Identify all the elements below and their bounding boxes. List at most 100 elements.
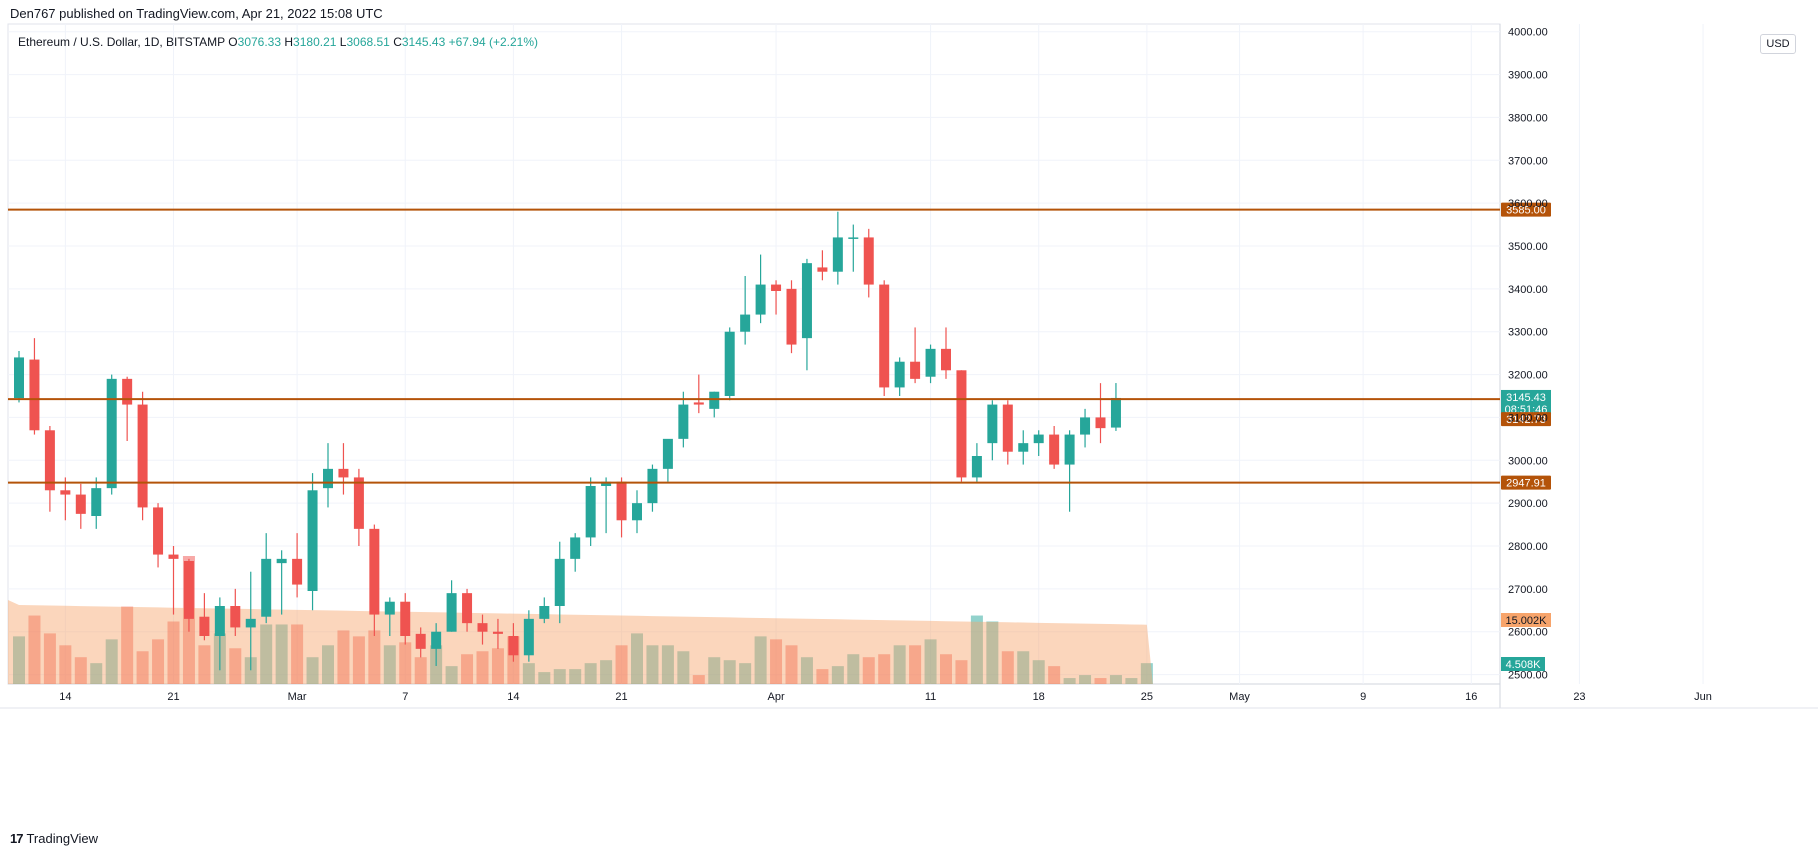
volume-bar [306, 657, 319, 684]
y-tick-label: 3800.00 [1508, 112, 1548, 124]
candle [601, 477, 612, 534]
candle-body [647, 468, 658, 504]
volume-bar [337, 630, 350, 684]
candle-body [894, 361, 905, 388]
candle-body [616, 481, 627, 521]
candle-body [431, 631, 442, 649]
volume-bar [831, 666, 844, 684]
candle-body [863, 237, 874, 285]
y-tick-label: 3900.00 [1508, 70, 1548, 82]
volume-bar [352, 636, 365, 684]
candle [662, 438, 673, 482]
volume-bar [600, 660, 613, 684]
candle-body [1049, 434, 1060, 465]
candle-body [261, 558, 272, 617]
currency-button[interactable]: USD [1760, 34, 1796, 54]
volume-bar [43, 633, 56, 684]
open-label: O [228, 35, 238, 49]
candle-body [508, 636, 519, 656]
volume-bar [924, 639, 937, 684]
y-tick-label: 3100.00 [1508, 412, 1548, 424]
candle [1033, 430, 1044, 456]
candle [446, 580, 457, 632]
volume-bar [121, 606, 134, 684]
candle [400, 593, 411, 645]
volume-ma-area [8, 600, 1153, 684]
candle-body [925, 348, 936, 377]
last-price-badge-bg [1501, 389, 1551, 416]
volume-bar [909, 645, 922, 684]
candle-body [1064, 434, 1075, 465]
candle-body [724, 331, 735, 396]
y-tick-label: 2600.00 [1508, 627, 1548, 639]
volume-bar [198, 645, 211, 684]
volume-bar [167, 621, 180, 684]
volume-bar [229, 648, 242, 684]
x-tick-label: 21 [615, 691, 627, 703]
candle-body [755, 284, 766, 315]
candle [740, 276, 751, 345]
candle-body [353, 477, 364, 529]
x-tick-label: Jun [1694, 691, 1712, 703]
candle [755, 254, 766, 324]
candle-body [276, 558, 287, 564]
volume-bar [461, 654, 474, 684]
candle-body [740, 314, 751, 332]
candle [1002, 400, 1013, 465]
x-tick-label: 14 [59, 691, 71, 703]
candle [879, 280, 890, 396]
volume-bar [152, 639, 165, 684]
level-badge-mid: 3142.73 [1506, 414, 1546, 426]
volume-bar [631, 633, 643, 684]
candle-body [1033, 434, 1044, 444]
low-value: 3068.51 [346, 35, 390, 49]
candle [570, 533, 581, 572]
open-value: 3076.33 [237, 35, 282, 49]
candle-body [75, 494, 86, 514]
candle [971, 443, 982, 482]
volume-bar [584, 663, 597, 684]
volume-bar [770, 639, 783, 684]
candle-body [1002, 404, 1013, 452]
close-label: C [393, 35, 402, 49]
volume-bar [1017, 651, 1030, 684]
volume-bar [74, 657, 87, 684]
candle-body [106, 378, 117, 489]
x-tick-label: May [1229, 691, 1250, 703]
volume-bar [275, 624, 288, 684]
volume-bar [862, 657, 875, 684]
candle-body [230, 606, 241, 628]
candle-body [323, 468, 333, 489]
volume-bar [538, 672, 551, 684]
volume-bar [1094, 678, 1107, 684]
y-tick-label: 4000.00 [1508, 27, 1548, 39]
candle-body [369, 528, 380, 615]
volume-last-badge-bg [1501, 657, 1545, 671]
volume-bar [646, 645, 659, 684]
volume-bar [800, 657, 813, 684]
y-tick-label: 3200.00 [1508, 370, 1548, 382]
candle-body [29, 359, 40, 431]
candle [1064, 430, 1075, 512]
candle-body [693, 402, 704, 405]
candle [771, 280, 782, 315]
candle-body [338, 468, 349, 478]
candle-body [60, 490, 71, 495]
candle [817, 250, 828, 281]
tradingview-footer: 17 TradingView [10, 831, 98, 846]
candle-body [477, 623, 488, 632]
candle [230, 588, 241, 636]
candle-body [122, 378, 133, 405]
candle [987, 400, 998, 461]
candle [848, 224, 859, 272]
volume-bar [291, 624, 304, 684]
volume-bar [1063, 678, 1076, 684]
volume-bar [368, 630, 381, 684]
candle-body [971, 456, 982, 478]
candle [477, 614, 488, 645]
volume-bar [1079, 675, 1092, 684]
x-tick-label: Apr [767, 691, 784, 703]
candle-body [168, 554, 179, 559]
candle-body [956, 370, 967, 478]
